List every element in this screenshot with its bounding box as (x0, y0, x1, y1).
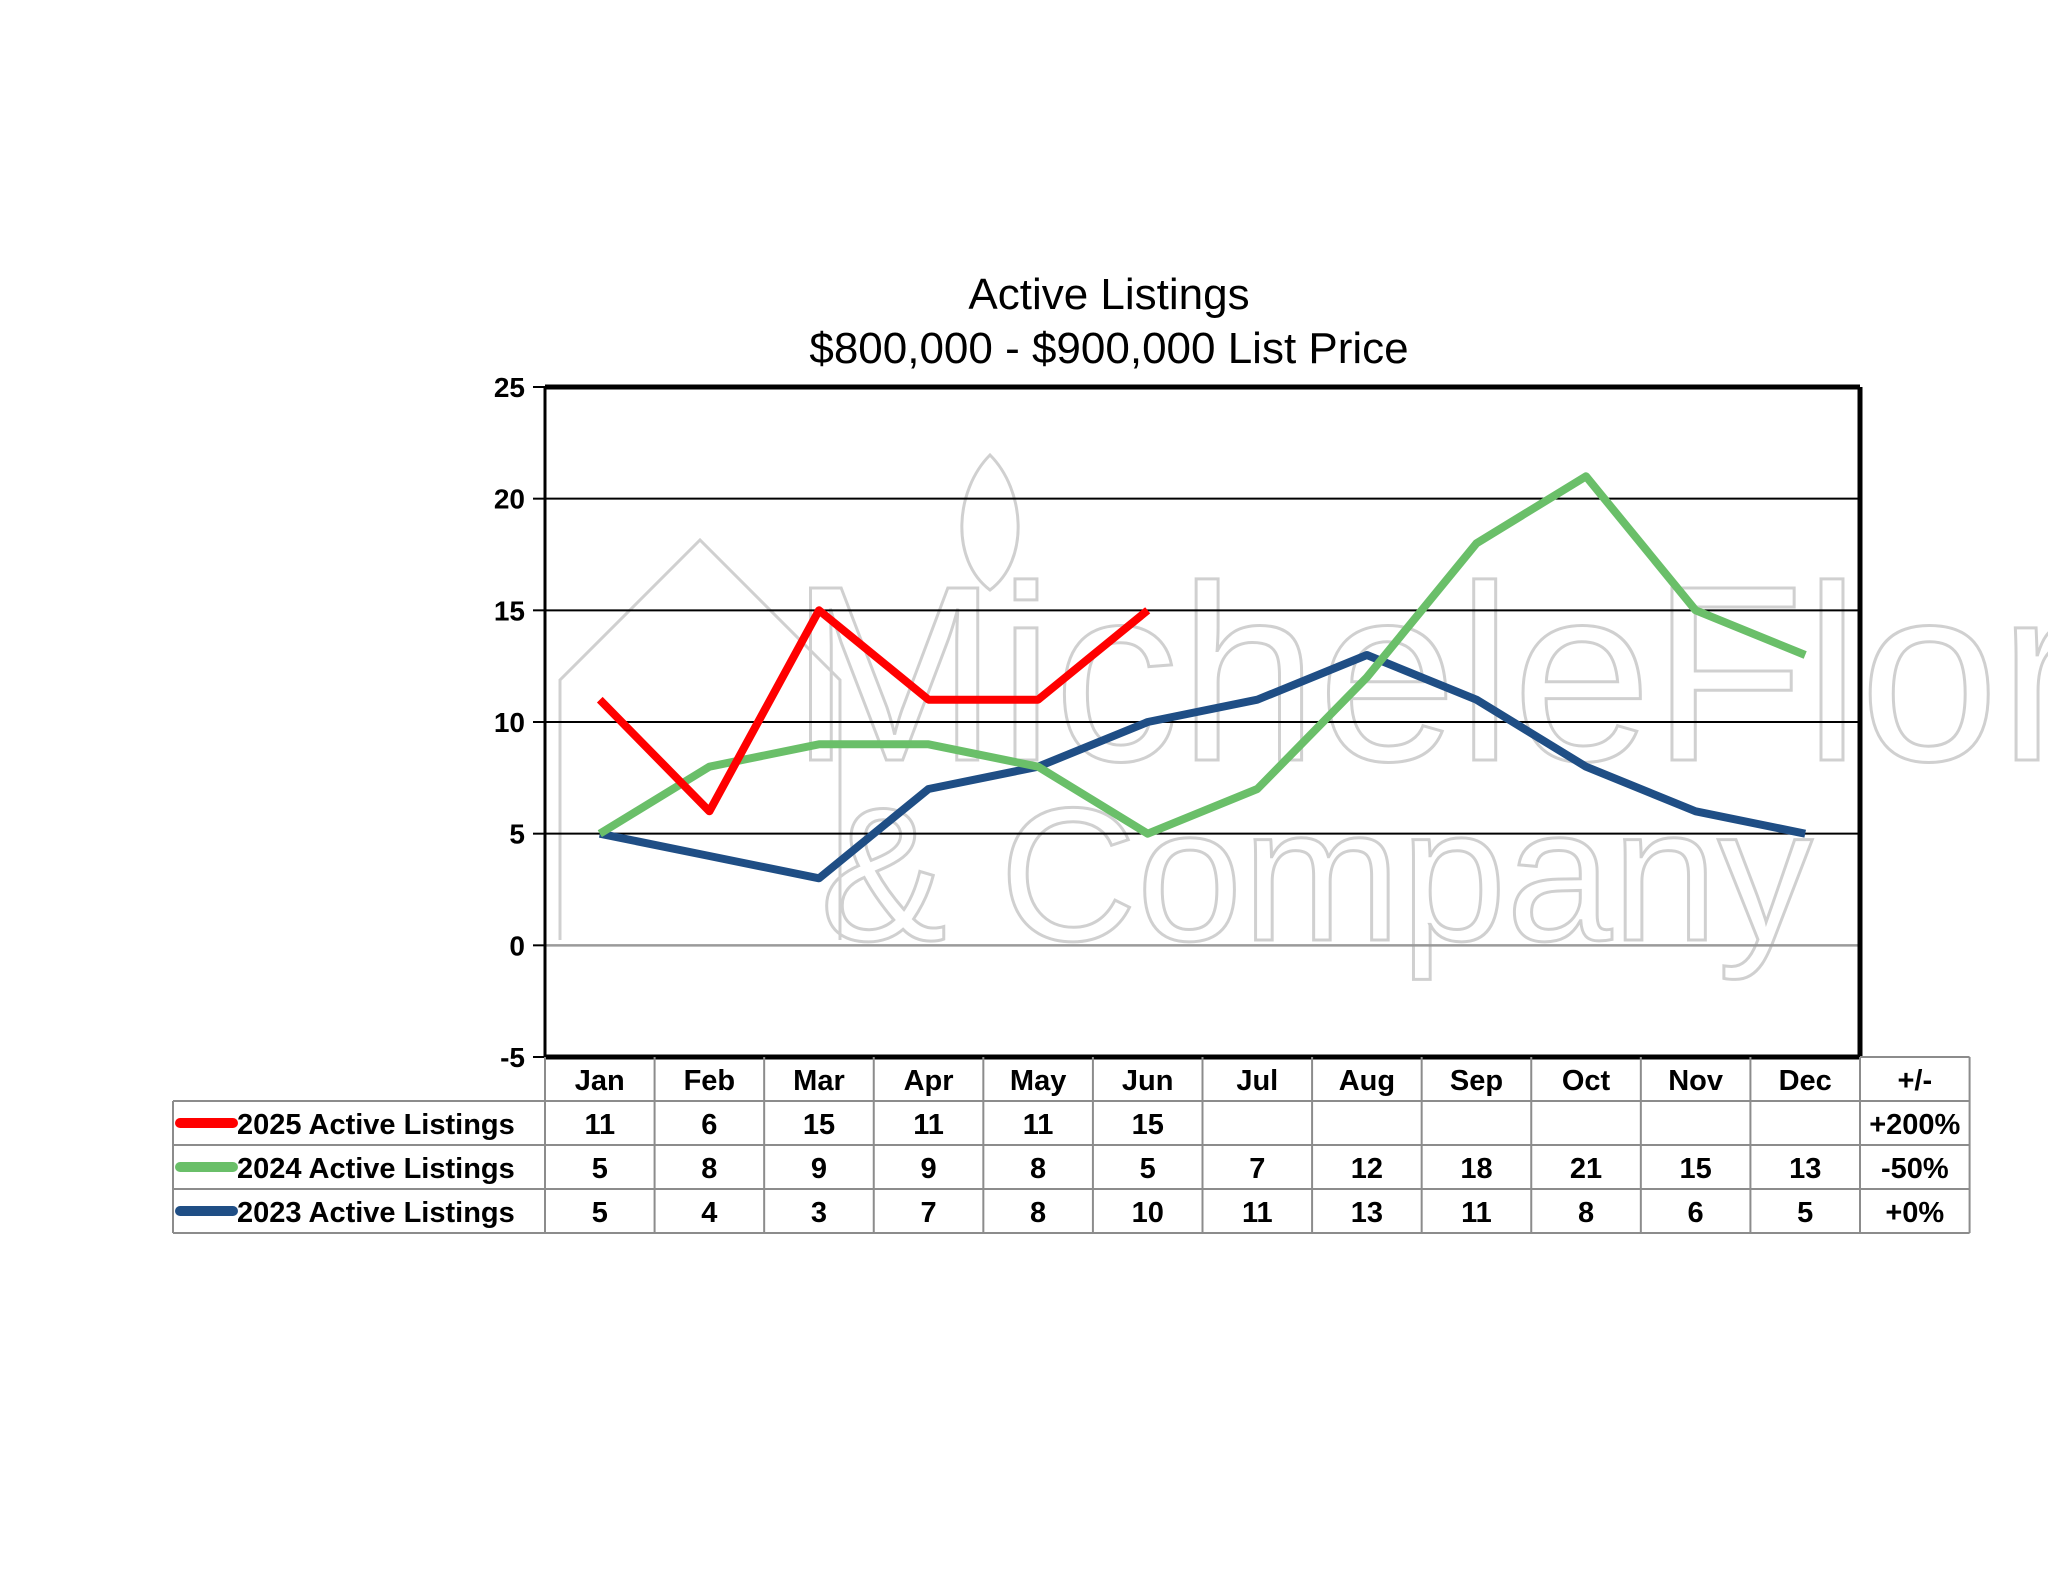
y-tick-label: 25 (494, 372, 525, 403)
table-cell-value: 11 (1242, 1197, 1273, 1229)
table-cell-value: 8 (701, 1153, 717, 1185)
x-category-label: Nov (1668, 1065, 1723, 1097)
series-lines (596, 472, 1807, 883)
x-category-label: Apr (904, 1065, 954, 1097)
table-cell-value: 9 (811, 1153, 827, 1185)
data-table: Jan Feb Mar Apr May Jun Jul Aug Sep Oct Nov Dec +/- 2… (172, 1056, 1971, 1234)
table-cell-value: 11 (1461, 1197, 1492, 1229)
y-tick-label: 10 (494, 707, 525, 738)
x-category-label: Aug (1339, 1065, 1395, 1097)
table-cell-value: 8 (1578, 1197, 1594, 1229)
y-tick-label: 5 (509, 819, 525, 850)
table-cell-value: 11 (913, 1109, 944, 1141)
table-cell-change: -50% (1881, 1153, 1949, 1185)
table-cell-value: 6 (1688, 1197, 1704, 1229)
table-cell-value: 15 (803, 1109, 835, 1141)
table-cell-value: 3 (811, 1197, 827, 1229)
table-cell-change: +0% (1885, 1197, 1944, 1229)
table-cell-value: 13 (1789, 1153, 1821, 1185)
table-cell-value: 8 (1030, 1153, 1046, 1185)
table-cell-value: 13 (1351, 1197, 1383, 1229)
x-category-label: Oct (1562, 1065, 1611, 1097)
table-cell-value: 9 (920, 1153, 936, 1185)
y-tick-label: 0 (509, 930, 525, 961)
table-cell-value: 21 (1570, 1153, 1602, 1185)
watermark-house-icon (558, 537, 842, 940)
table-cell-value: 5 (1140, 1153, 1156, 1185)
table-cell-value: 7 (920, 1197, 936, 1229)
table-cell-change: +200% (1869, 1109, 1960, 1141)
x-category-label: Jul (1236, 1065, 1278, 1097)
series-line-0 (596, 606, 1151, 816)
x-category-label: Jun (1122, 1065, 1174, 1097)
x-category-label: Jan (575, 1065, 625, 1097)
table-cell-value: 15 (1679, 1153, 1711, 1185)
x-category-label: Feb (684, 1065, 736, 1097)
watermark-logo: MicheleFlory & Company (558, 452, 2048, 983)
table-cell-value: 10 (1132, 1197, 1164, 1229)
legend-label: 2023 Active Listings (237, 1197, 515, 1229)
y-tick-label: -5 (500, 1042, 525, 1073)
y-tick-label: 20 (494, 484, 525, 515)
table-cell-value: 11 (1023, 1109, 1054, 1141)
change-column-header: +/- (1897, 1065, 1932, 1097)
table-cell-value: 6 (701, 1109, 717, 1141)
x-category-label: Mar (793, 1065, 845, 1097)
gridlines (545, 497, 1860, 947)
watermark-leaf-icon (960, 452, 1020, 592)
table-cell-value: 5 (592, 1197, 608, 1229)
watermark-text-line2: & Company (820, 769, 1813, 981)
series-line-2 (599, 651, 1807, 883)
x-category-label: Sep (1450, 1065, 1503, 1097)
table-cell-value: 18 (1460, 1153, 1492, 1185)
table-cell-value: 4 (701, 1197, 717, 1229)
y-tick-label: 15 (494, 595, 525, 626)
table-cell-value: 12 (1351, 1153, 1383, 1185)
table-cell-value: 11 (584, 1109, 615, 1141)
legend-label: 2025 Active Listings (237, 1109, 515, 1141)
table-cell-value: 8 (1030, 1197, 1046, 1229)
series-line-1 (597, 472, 1807, 838)
y-axis: -5 0 5 10 15 20 25 (494, 372, 545, 1073)
x-category-label: Dec (1779, 1065, 1832, 1097)
x-category-label: May (1010, 1065, 1066, 1097)
table-cell-value: 5 (1797, 1197, 1813, 1229)
table-cell-value: 7 (1249, 1153, 1265, 1185)
table-cell-value: 15 (1132, 1109, 1164, 1141)
chart-title: Active Listings (968, 270, 1249, 319)
chart-subtitle: $800,000 - $900,000 List Price (809, 324, 1408, 373)
table-cell-value: 5 (592, 1153, 608, 1185)
legend-label: 2024 Active Listings (237, 1153, 515, 1185)
